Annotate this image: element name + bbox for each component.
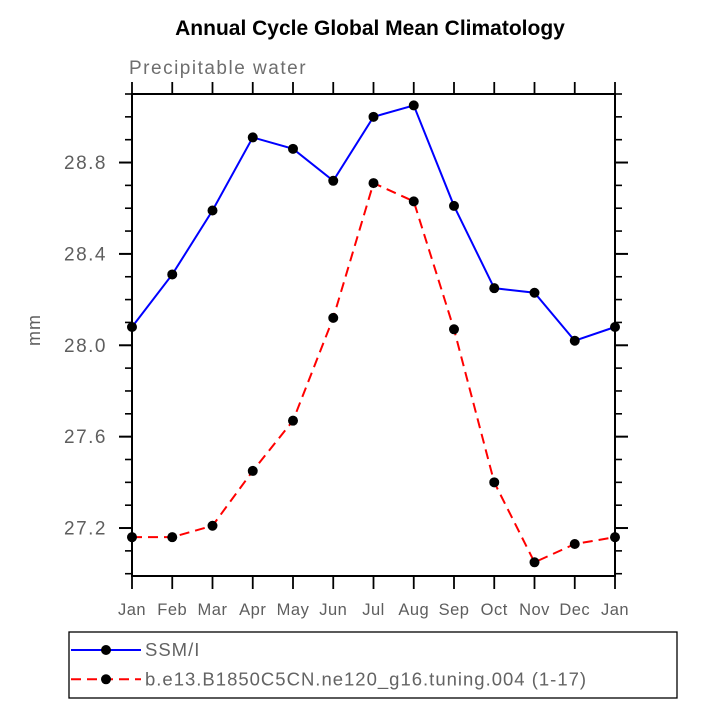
data-point: [610, 322, 620, 333]
x-tick-label: Feb: [157, 601, 187, 619]
data-point: [328, 175, 339, 186]
x-axis: Jan Feb Mar Apr May Jun Jul Aug Sep Oct Nov Dec Jan: [118, 82, 629, 619]
x-tick-label: Jun: [319, 601, 347, 619]
x-tick-label: Apr: [239, 601, 266, 619]
y-axis-label: mm: [24, 314, 44, 346]
data-point: [569, 539, 580, 550]
data-point: [247, 132, 258, 143]
y-tick-label: 28.4: [64, 244, 107, 265]
data-point: [489, 283, 500, 294]
series-line: [132, 181, 616, 564]
data-point: [610, 532, 620, 543]
legend-label: SSM/I: [145, 639, 200, 660]
legend-item: SSM/I: [71, 639, 200, 660]
y-tick-label: 28.0: [64, 336, 107, 357]
data-point: [127, 532, 137, 543]
legend-marker-icon: [101, 674, 111, 685]
data-point: [247, 465, 258, 476]
x-tick-label: Aug: [398, 601, 429, 619]
x-tick-label: Mar: [198, 601, 228, 619]
series-ssmi: [127, 100, 620, 346]
data-point: [368, 111, 379, 122]
legend-marker-icon: [101, 645, 111, 655]
data-point: [449, 200, 459, 211]
x-tick-label: Nov: [519, 601, 550, 619]
x-tick-label: Jan: [118, 601, 146, 619]
data-point: [529, 287, 540, 298]
x-tick-label: Sep: [439, 601, 470, 619]
data-point: [207, 205, 218, 216]
data-point: [569, 335, 580, 346]
data-point: [489, 477, 500, 488]
data-point: [207, 520, 218, 531]
legend: SSM/I b.e13.B1850C5CN.ne120_g16.tuning.00…: [68, 631, 678, 699]
data-point: [408, 196, 419, 207]
x-tick-label: May: [277, 601, 310, 619]
plot-frame: [131, 93, 616, 577]
data-point: [167, 532, 178, 543]
data-point: [288, 415, 298, 426]
data-point: [127, 322, 137, 333]
y-tick-label: 27.2: [64, 519, 107, 540]
y-axis: 27.2 27.6 28.0 28.4 28.8: [64, 93, 628, 575]
data-point: [288, 143, 298, 154]
data-point: [449, 324, 459, 335]
legend-item: b.e13.B1850C5CN.ne120_g16.tuning.004 (1-…: [71, 668, 587, 690]
series-model: [127, 178, 620, 568]
data-point: [368, 178, 379, 189]
x-tick-label: Jul: [362, 601, 385, 619]
data-point: [167, 269, 178, 280]
x-tick-label: Jan: [601, 601, 629, 619]
data-point: [529, 557, 540, 568]
y-tick-label: 28.8: [64, 153, 107, 174]
chart-subtitle: Precipitable water: [129, 58, 308, 79]
legend-box: [68, 631, 678, 699]
y-tick-label: 27.6: [64, 427, 107, 448]
x-tick-label: Dec: [559, 601, 590, 619]
data-point: [328, 312, 339, 323]
data-point: [408, 100, 419, 111]
series-line: [131, 104, 616, 342]
x-tick-label: Oct: [481, 601, 508, 619]
chart-title: Annual Cycle Global Mean Climatology: [175, 17, 565, 40]
legend-label: b.e13.B1850C5CN.ne120_g16.tuning.004 (1-…: [145, 668, 587, 690]
